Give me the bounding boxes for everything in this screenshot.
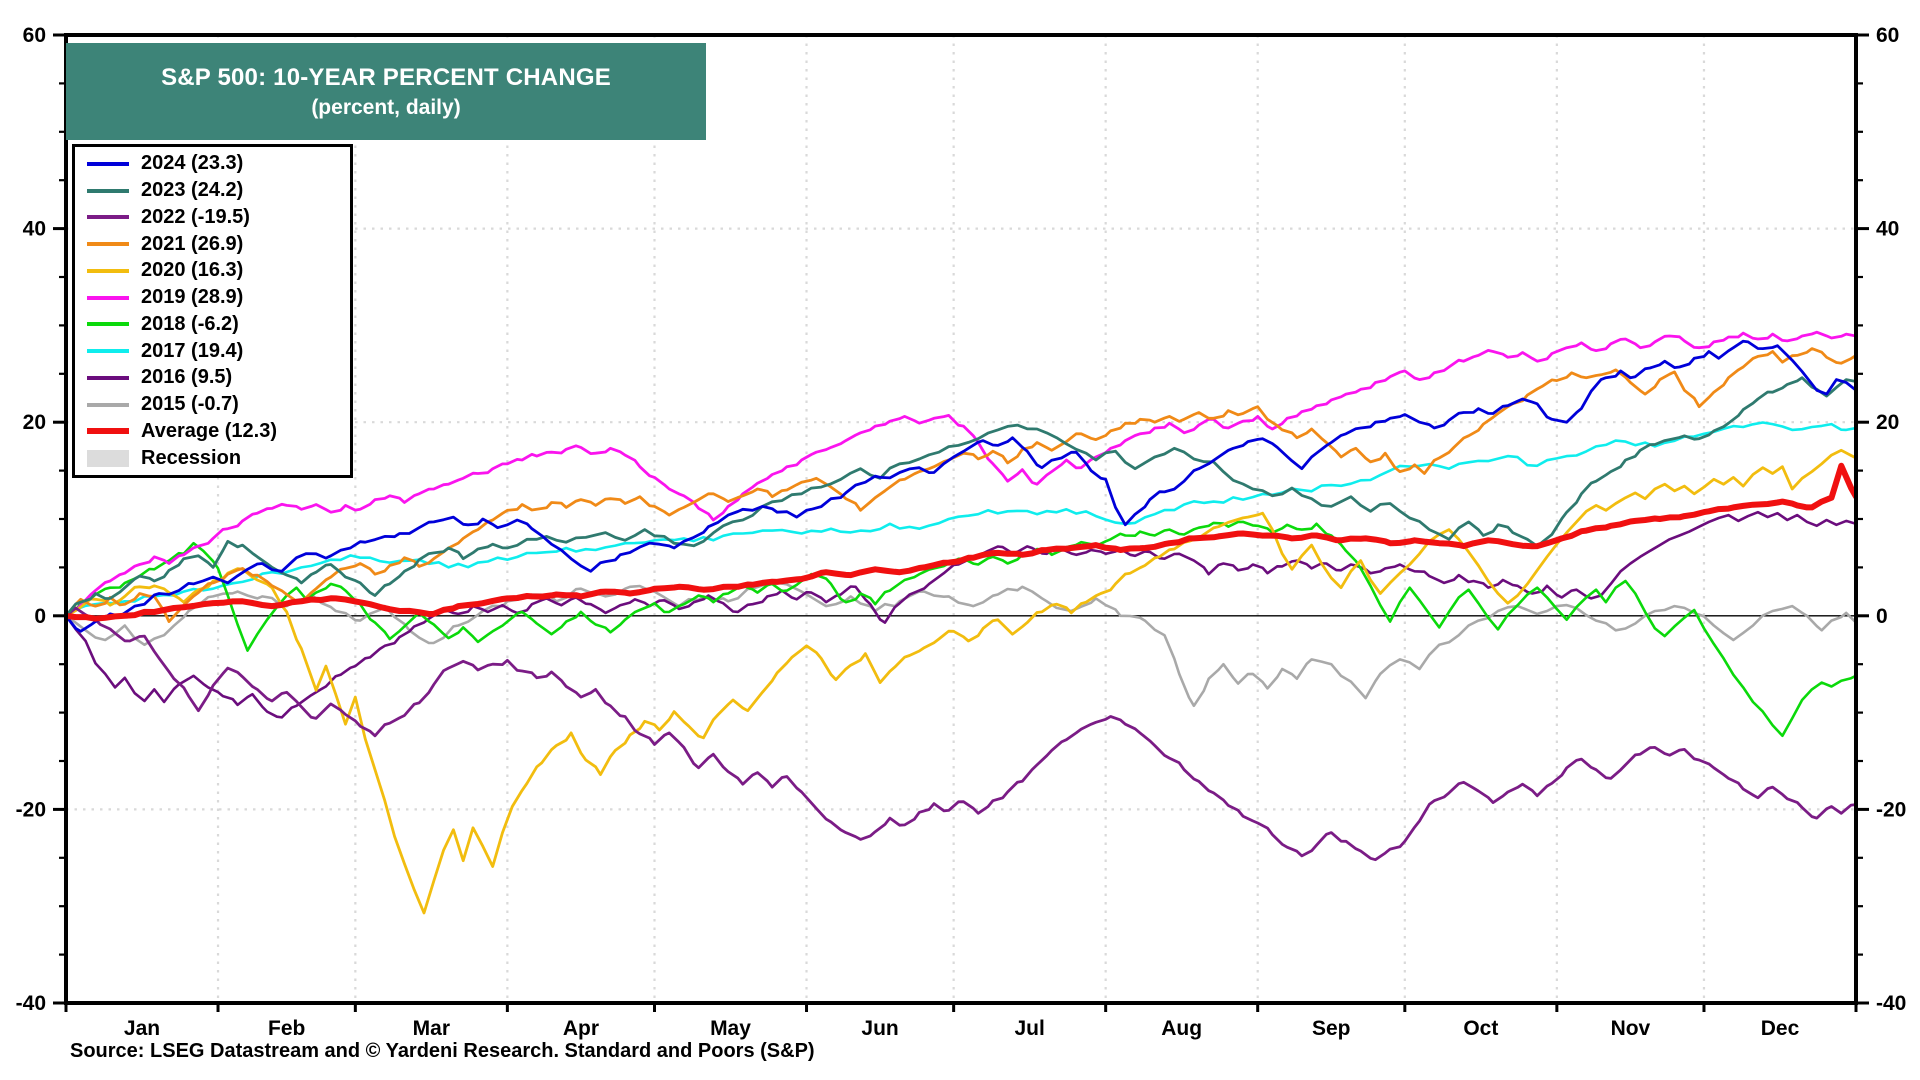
legend-label: Average (12.3) xyxy=(141,419,277,442)
legend-label: 2024 (23.3) xyxy=(141,152,244,175)
legend-item-2015: 2015 (-0.7) xyxy=(87,393,350,417)
legend-line-swatch xyxy=(87,268,129,273)
legend-line-swatch xyxy=(87,161,129,166)
x-axis-label-jun: Jun xyxy=(861,1017,898,1040)
series-line-average xyxy=(66,462,1856,622)
legend-label: 2016 (9.5) xyxy=(141,366,233,389)
legend-label: Recession xyxy=(141,446,242,469)
legend-line-swatch xyxy=(87,349,129,354)
series-line-2015 xyxy=(66,580,1856,708)
series-line-2020 xyxy=(66,448,1856,915)
legend-item-2024: 2024 (23.3) xyxy=(87,152,350,176)
legend-patch-swatch xyxy=(87,449,129,467)
x-axis-label-sep: Sep xyxy=(1312,1017,1351,1040)
y-axis-label-right-40: 40 xyxy=(1876,218,1899,241)
legend-line-swatch xyxy=(87,428,129,435)
series-line-2018 xyxy=(66,520,1856,738)
legend-item-average: Average (12.3) xyxy=(87,419,350,443)
x-axis-label-oct: Oct xyxy=(1463,1017,1498,1040)
chart-title: S&P 500: 10-YEAR PERCENT CHANGE xyxy=(161,63,611,91)
legend: 2024 (23.3) 2023 (24.2) 2022 (-19.5) 2021 (… xyxy=(72,144,353,478)
legend-label: 2018 (-6.2) xyxy=(141,312,239,335)
y-axis-label-right--20: -20 xyxy=(1876,798,1906,821)
legend-item-2017: 2017 (19.4) xyxy=(87,339,350,363)
y-axis-label-left-0: 0 xyxy=(34,605,46,628)
y-axis-label-right-60: 60 xyxy=(1876,24,1899,47)
legend-label: 2019 (28.9) xyxy=(141,286,244,309)
legend-item-2019: 2019 (28.9) xyxy=(87,286,350,310)
series-line-2024 xyxy=(66,339,1856,633)
legend-label: 2023 (24.2) xyxy=(141,179,244,202)
y-axis-label-left-60: 60 xyxy=(23,24,46,47)
legend-item-2020: 2020 (16.3) xyxy=(87,259,350,283)
y-axis-label-left--20: -20 xyxy=(16,798,46,821)
legend-line-swatch xyxy=(87,322,129,327)
legend-item-recession: Recession xyxy=(87,446,350,470)
legend-line-swatch xyxy=(87,242,129,247)
series-line-2022 xyxy=(66,606,1856,862)
legend-label: 2020 (16.3) xyxy=(141,259,244,282)
x-axis-label-apr: Apr xyxy=(563,1017,599,1040)
legend-item-2023: 2023 (24.2) xyxy=(87,179,350,203)
series-line-2017 xyxy=(66,421,1856,618)
y-axis-label-left--40: -40 xyxy=(16,992,46,1015)
y-axis-label-right-0: 0 xyxy=(1876,605,1888,628)
x-axis-label-may: May xyxy=(710,1017,751,1040)
legend-line-swatch xyxy=(87,375,129,380)
legend-label: 2017 (19.4) xyxy=(141,339,244,362)
series-lines xyxy=(66,330,1856,915)
x-axis-label-feb: Feb xyxy=(268,1017,305,1040)
y-axis-label-left-40: 40 xyxy=(23,218,46,241)
legend-item-2022: 2022 (-19.5) xyxy=(87,205,350,229)
x-axis-label-mar: Mar xyxy=(413,1017,450,1040)
y-axis-label-left-20: 20 xyxy=(23,411,46,434)
series-line-2023 xyxy=(66,376,1856,618)
x-axis-label-jan: Jan xyxy=(124,1017,160,1040)
x-axis-label-nov: Nov xyxy=(1611,1017,1651,1040)
series-line-2016 xyxy=(66,510,1856,719)
legend-item-2018: 2018 (-6.2) xyxy=(87,312,350,336)
y-axis-label-right--40: -40 xyxy=(1876,992,1906,1015)
x-axis-label-dec: Dec xyxy=(1761,1017,1800,1040)
x-axis-label-aug: Aug xyxy=(1161,1017,1202,1040)
y-axis-label-right-20: 20 xyxy=(1876,411,1899,434)
legend-label: 2021 (26.9) xyxy=(141,232,244,255)
chart-title-box: S&P 500: 10-YEAR PERCENT CHANGE (percent… xyxy=(66,43,706,140)
legend-line-swatch xyxy=(87,402,129,407)
legend-line-swatch xyxy=(87,215,129,220)
legend-line-swatch xyxy=(87,295,129,300)
legend-label: 2022 (-19.5) xyxy=(141,205,250,228)
legend-item-2016: 2016 (9.5) xyxy=(87,366,350,390)
series-line-2019 xyxy=(66,330,1856,618)
legend-item-2021: 2021 (26.9) xyxy=(87,232,350,256)
source-attribution: Source: LSEG Datastream and © Yardeni Re… xyxy=(70,1040,815,1062)
legend-line-swatch xyxy=(87,188,129,193)
legend-label: 2015 (-0.7) xyxy=(141,393,239,416)
chart-subtitle: (percent, daily) xyxy=(311,96,461,120)
x-axis-label-jul: Jul xyxy=(1014,1017,1044,1040)
